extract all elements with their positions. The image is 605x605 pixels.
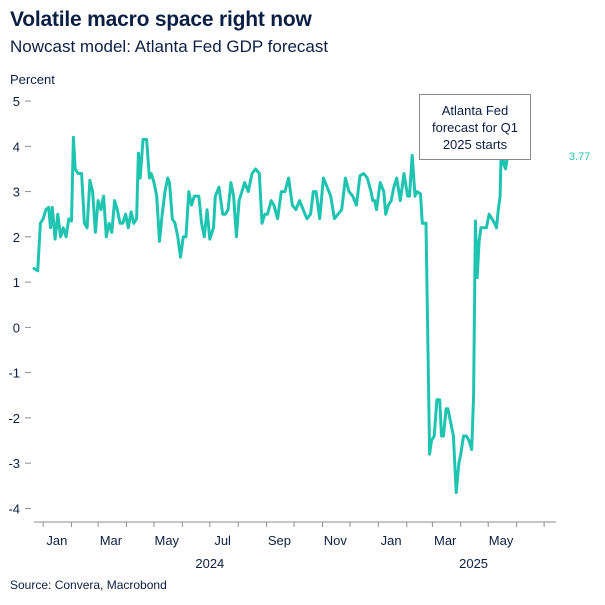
y-tick-label: -2 — [8, 411, 20, 426]
year-labels: 2024 2025 — [195, 556, 488, 571]
y-axis-label: Percent — [10, 72, 55, 87]
year-label: 2024 — [195, 556, 224, 571]
y-tick-label: 4 — [13, 139, 20, 154]
gdp-forecast-series-line — [32, 115, 512, 495]
y-tick-label: 1 — [13, 275, 20, 290]
x-tick-label: Jul — [214, 533, 231, 548]
x-tick-label: Sep — [268, 533, 291, 548]
x-tick-label: May — [489, 533, 514, 548]
year-label: 2025 — [459, 556, 488, 571]
y-tick-label: 3 — [13, 185, 20, 200]
source-note: Source: Convera, Macrobond — [10, 578, 167, 592]
x-tick-label: Mar — [434, 533, 457, 548]
y-tick-label: -3 — [8, 456, 20, 471]
y-tick-label: -4 — [8, 501, 20, 516]
annotation-line-1: Atlanta Fed — [441, 103, 509, 118]
annotation-line-2: forecast for Q1 — [432, 120, 518, 135]
y-tick-label: 5 — [13, 94, 20, 109]
y-axis: 5 4 3 2 1 0 -1 -2 -3 -4 — [8, 94, 31, 516]
x-tick-labels: Jan Mar May Jul Sep Nov Jan Mar May — [46, 533, 513, 548]
chart-title: Volatile macro space right now — [10, 8, 312, 31]
last-value-label: 3.77 — [569, 151, 591, 163]
chart-subtitle: Nowcast model: Atlanta Fed GDP forecast — [10, 37, 329, 56]
x-tick-label: Mar — [100, 533, 123, 548]
y-tick-label: 2 — [13, 230, 20, 245]
annotation-box: Atlanta Fed forecast for Q1 2025 starts — [419, 94, 531, 160]
y-tick-label: -1 — [8, 366, 20, 381]
y-tick-label: 0 — [13, 320, 20, 335]
x-tick-label: Nov — [324, 533, 348, 548]
x-tick-label: May — [155, 533, 180, 548]
annotation-line-3: 2025 starts — [442, 137, 508, 152]
x-tick-label: Jan — [46, 533, 67, 548]
x-tick-label: Jan — [381, 533, 402, 548]
x-axis — [42, 522, 545, 527]
